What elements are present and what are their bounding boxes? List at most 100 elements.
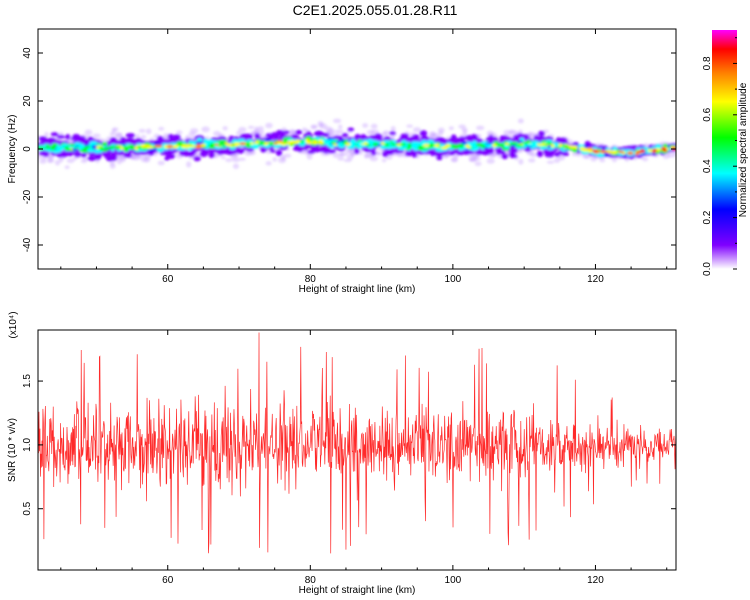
spectrogram-cell <box>257 126 264 131</box>
snr-panel: 60 80 100 120 0.5 1.0 1.5 Height of straight l… <box>7 311 677 596</box>
spectrogram-cell <box>662 143 668 148</box>
spectrogram-cell <box>419 130 428 137</box>
spectrogram-cell <box>136 146 143 150</box>
spectrogram-cell <box>337 157 345 161</box>
spectrogram-cell <box>599 158 606 163</box>
spectrogram-cell <box>239 142 247 146</box>
spectrogram-cell <box>477 150 483 155</box>
spectrogram-cell <box>667 154 676 158</box>
spectrogram-cell <box>286 141 293 145</box>
spectrogram-cell <box>208 151 215 159</box>
spectrogram-cell <box>399 143 407 147</box>
spectrogram-cell <box>506 140 513 144</box>
spectrogram-cell <box>221 143 226 147</box>
spectrogram-cell <box>157 135 164 143</box>
bottom-y-tick-label: 1.5 <box>22 374 33 388</box>
spectrogram-cell <box>44 131 49 138</box>
spectrogram-cell <box>291 140 296 144</box>
spectrogram-cell <box>98 146 105 151</box>
spectrogram-cell <box>268 141 275 146</box>
spectrogram-cell <box>77 143 85 149</box>
spectrogram-cell <box>523 141 530 145</box>
spectrogram-cell <box>87 148 93 152</box>
spectrogram-cell <box>429 143 435 148</box>
spectrogram-cell <box>50 145 56 151</box>
spectrogram-cell <box>546 141 553 146</box>
spectrogram-cell <box>114 132 123 139</box>
spectrogram-cell <box>495 143 503 147</box>
bottom-x-tick-label: 100 <box>445 575 462 586</box>
spectrogram-cell <box>190 148 197 155</box>
spectrogram-cell <box>84 145 91 149</box>
spectrogram-cell <box>140 134 147 140</box>
spectrogram-cell <box>475 143 482 146</box>
spectrogram-cell <box>230 154 239 160</box>
spectrogram-cell <box>324 126 333 132</box>
spectrogram-cell <box>354 133 361 141</box>
spectrogram-cell <box>275 149 283 157</box>
spectrogram-cell <box>190 128 199 134</box>
spectrogram-cell <box>199 150 208 158</box>
spectrogram-cell <box>639 149 646 153</box>
spectrogram-cell <box>229 149 237 155</box>
spectrogram-cell <box>546 160 555 164</box>
spectrogram-cell <box>173 134 181 140</box>
page-title: C2E1.2025.055.01.28.R11 <box>292 2 458 18</box>
spectrogram-cell <box>135 134 140 139</box>
bottom-y-tick-label: 1.0 <box>22 438 33 452</box>
spectrogram-cell <box>404 151 414 157</box>
spectrogram-cell <box>120 136 126 142</box>
colorbar-tick-label: 0.4 <box>702 159 713 173</box>
spectrogram-cell <box>228 135 235 141</box>
spectrogram-cell <box>218 143 223 147</box>
spectrogram-cell <box>190 144 196 148</box>
spectrogram-cell <box>465 144 470 148</box>
spectrogram-cell <box>193 156 201 162</box>
spectrogram-cell <box>92 133 101 138</box>
spectrogram-cell <box>183 150 190 157</box>
spectrogram-cell <box>105 146 110 151</box>
spectrogram-cell <box>343 158 352 163</box>
spectrogram-cell <box>272 157 277 162</box>
spectrogram-cell <box>606 150 613 154</box>
spectrogram-cell <box>385 143 390 146</box>
spectrogram-cell <box>303 144 314 149</box>
spectrogram-cell <box>367 139 374 143</box>
spectrogram-cell <box>600 149 606 154</box>
spectrogram-cell <box>251 143 260 149</box>
colorbar: 0.0 0.2 0.4 0.6 0.8 Normalized spectral ampl… <box>702 30 749 276</box>
spectrogram-panel: 60 80 100 120 -40 -20 0 20 40 Height of straight… <box>7 28 677 295</box>
spectrogram-cell <box>38 151 47 156</box>
spectrogram-cell <box>87 136 94 141</box>
spectrogram-cell <box>380 141 385 145</box>
spectrogram-cell <box>47 156 54 164</box>
spectrogram-cell <box>451 156 458 163</box>
spectrogram-cell <box>157 160 165 166</box>
spectrogram-cell <box>65 134 71 140</box>
top-x-tick-label: 120 <box>587 274 604 285</box>
spectrogram-cell <box>332 152 341 159</box>
spectrogram-cell <box>362 123 369 128</box>
spectrogram-cell <box>376 151 382 156</box>
spectrogram-cell <box>247 133 253 139</box>
spectrogram-cell <box>167 133 174 140</box>
spectrogram-cell <box>612 146 618 151</box>
spectrogram-cell <box>505 142 509 146</box>
spectrogram-cell <box>509 130 518 134</box>
spectrogram-cell <box>562 152 570 157</box>
spectrogram-cell <box>269 149 276 153</box>
spectrogram-cell <box>253 126 260 131</box>
spectrogram-cell <box>445 143 451 148</box>
spectrogram-cell <box>511 141 517 146</box>
spectrogram-cell <box>371 150 377 156</box>
top-x-tick-label: 100 <box>445 274 462 285</box>
snr-frame <box>37 329 677 571</box>
spectrogram-cell <box>143 156 151 163</box>
spectrogram-cell <box>411 143 419 148</box>
top-y-tick-label: 40 <box>22 47 33 59</box>
spectrogram-cell <box>218 139 227 144</box>
spectrogram-cell <box>66 158 75 164</box>
spectrogram-cell <box>278 156 287 164</box>
spectrogram-cell <box>64 165 70 170</box>
